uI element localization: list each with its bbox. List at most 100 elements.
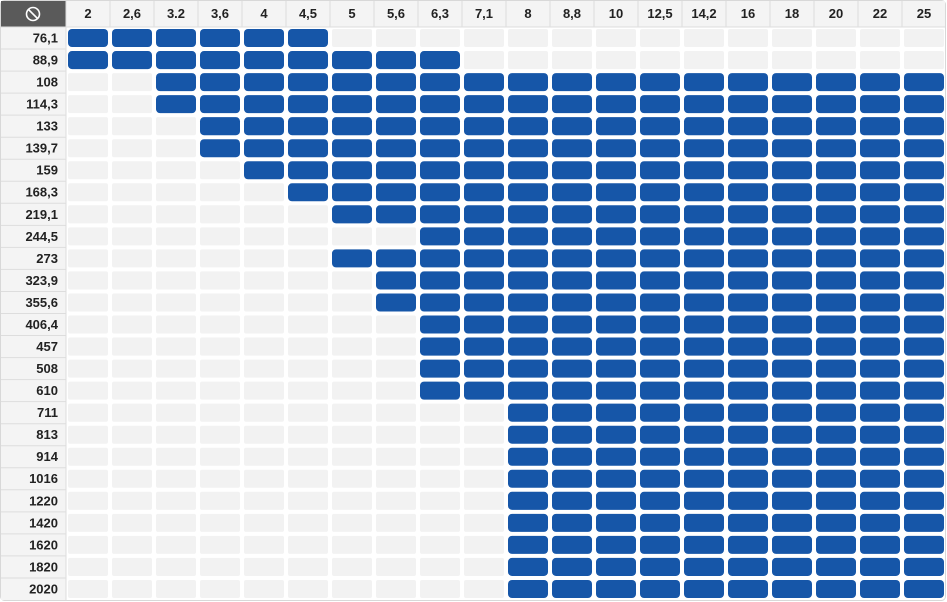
available-cell bbox=[860, 227, 900, 246]
available-cell bbox=[772, 139, 812, 158]
available-cell bbox=[552, 293, 592, 312]
available-cell bbox=[596, 117, 636, 136]
available-cell bbox=[640, 293, 680, 312]
available-cell bbox=[772, 95, 812, 114]
empty-cell bbox=[68, 205, 108, 224]
available-cell bbox=[684, 161, 724, 180]
available-cell bbox=[596, 139, 636, 158]
available-cell bbox=[860, 249, 900, 268]
empty-cell bbox=[68, 469, 108, 488]
empty-cell bbox=[464, 447, 504, 466]
row-label: 914 bbox=[36, 449, 58, 464]
available-cell bbox=[200, 29, 240, 48]
empty-cell bbox=[420, 469, 460, 488]
column-header: 5 bbox=[348, 6, 355, 21]
available-cell bbox=[904, 535, 944, 554]
available-cell bbox=[288, 161, 328, 180]
available-cell bbox=[816, 557, 856, 576]
available-cell bbox=[552, 139, 592, 158]
row-label: 1420 bbox=[29, 515, 58, 530]
available-cell bbox=[772, 161, 812, 180]
available-cell bbox=[464, 315, 504, 334]
available-cell bbox=[816, 161, 856, 180]
available-cell bbox=[552, 491, 592, 510]
available-cell bbox=[508, 271, 548, 290]
available-cell bbox=[816, 337, 856, 356]
available-cell bbox=[728, 161, 768, 180]
empty-cell bbox=[244, 205, 284, 224]
empty-cell bbox=[156, 425, 196, 444]
empty-cell bbox=[332, 469, 372, 488]
available-cell bbox=[552, 579, 592, 598]
empty-cell bbox=[464, 557, 504, 576]
available-cell bbox=[596, 227, 636, 246]
empty-cell bbox=[464, 425, 504, 444]
empty-cell bbox=[332, 359, 372, 378]
empty-cell bbox=[112, 271, 152, 290]
available-cell bbox=[596, 491, 636, 510]
empty-cell bbox=[68, 161, 108, 180]
available-cell bbox=[816, 469, 856, 488]
empty-cell bbox=[420, 403, 460, 422]
empty-cell bbox=[288, 425, 328, 444]
empty-cell bbox=[464, 491, 504, 510]
available-cell bbox=[552, 381, 592, 400]
available-cell bbox=[552, 95, 592, 114]
row-label: 711 bbox=[37, 405, 58, 420]
empty-cell bbox=[112, 73, 152, 92]
empty-cell bbox=[332, 425, 372, 444]
empty-cell bbox=[728, 51, 768, 70]
empty-cell bbox=[640, 29, 680, 48]
available-cell bbox=[728, 337, 768, 356]
empty-cell bbox=[112, 447, 152, 466]
empty-cell bbox=[464, 29, 504, 48]
available-cell bbox=[552, 535, 592, 554]
empty-cell bbox=[156, 557, 196, 576]
available-cell bbox=[640, 205, 680, 224]
empty-cell bbox=[464, 513, 504, 532]
empty-cell bbox=[244, 293, 284, 312]
empty-cell bbox=[288, 447, 328, 466]
empty-cell bbox=[376, 359, 416, 378]
available-cell bbox=[464, 249, 504, 268]
available-cell bbox=[552, 337, 592, 356]
available-cell bbox=[640, 337, 680, 356]
available-cell bbox=[596, 513, 636, 532]
empty-cell bbox=[332, 535, 372, 554]
empty-cell bbox=[420, 425, 460, 444]
empty-cell bbox=[244, 403, 284, 422]
available-cell bbox=[420, 139, 460, 158]
available-cell bbox=[860, 183, 900, 202]
empty-cell bbox=[288, 557, 328, 576]
empty-cell bbox=[200, 315, 240, 334]
available-cell bbox=[508, 359, 548, 378]
empty-cell bbox=[332, 579, 372, 598]
empty-cell bbox=[288, 359, 328, 378]
available-cell bbox=[552, 227, 592, 246]
row-label: 813 bbox=[36, 427, 58, 442]
row-label: 273 bbox=[36, 251, 58, 266]
column-header: 2 bbox=[84, 6, 91, 21]
empty-cell bbox=[68, 227, 108, 246]
empty-cell bbox=[68, 337, 108, 356]
available-cell bbox=[464, 139, 504, 158]
column-header: 14,2 bbox=[691, 6, 716, 21]
available-cell bbox=[728, 359, 768, 378]
available-cell bbox=[684, 315, 724, 334]
available-cell bbox=[420, 95, 460, 114]
available-cell bbox=[508, 403, 548, 422]
empty-cell bbox=[464, 51, 504, 70]
empty-cell bbox=[156, 271, 196, 290]
available-cell bbox=[772, 359, 812, 378]
available-cell bbox=[684, 205, 724, 224]
available-cell bbox=[860, 271, 900, 290]
available-cell bbox=[68, 29, 108, 48]
empty-cell bbox=[728, 29, 768, 48]
row-label: 114,3 bbox=[26, 97, 58, 112]
available-cell bbox=[596, 271, 636, 290]
available-cell bbox=[684, 359, 724, 378]
available-cell bbox=[904, 359, 944, 378]
empty-cell bbox=[596, 51, 636, 70]
empty-cell bbox=[288, 469, 328, 488]
